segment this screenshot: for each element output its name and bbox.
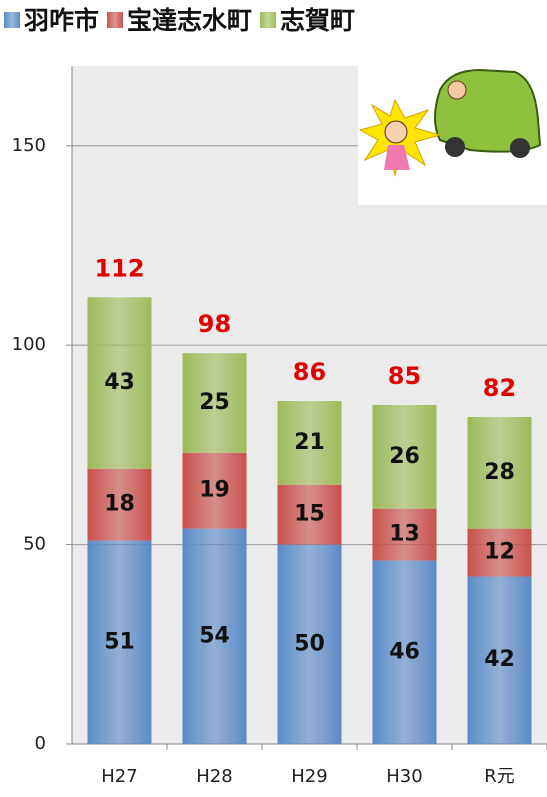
total-label: 85 [388,362,421,390]
value-label: 25 [199,390,230,415]
total-label: 82 [483,374,516,402]
value-label: 13 [389,522,420,547]
x-tick-label: R元 [484,766,515,787]
legend-label: 羽咋市 [24,6,99,35]
x-tick-label: H29 [291,766,327,787]
x-tick-label: H28 [196,766,232,787]
x-tick-label: H27 [101,766,137,787]
value-label: 54 [199,623,230,648]
value-label: 15 [294,502,325,527]
legend-swatch [107,12,123,28]
value-label: 42 [484,647,515,672]
legend-label: 宝達志水町 [127,6,252,35]
y-tick-label: 50 [23,534,46,555]
child [385,121,407,143]
y-tick-label: 150 [12,135,46,156]
y-tick-label: 0 [35,733,46,754]
legend-swatch [260,12,276,28]
car-wheel [445,137,465,157]
value-label: 21 [294,430,325,455]
value-label: 46 [389,639,420,664]
illustration [358,66,547,205]
value-label: 43 [104,370,135,395]
legend-label: 志賀町 [280,6,355,35]
total-label: 86 [293,358,326,386]
page: 0 50 100 150 51 18 43 112 H27 54 19 25 98 H28 50 15 21 86… [0,0,547,797]
value-label: 28 [484,460,515,485]
car-wheel [510,138,530,158]
driver [448,81,466,99]
value-label: 18 [104,492,135,517]
total-label: 98 [198,310,231,338]
value-label: 50 [294,631,325,656]
value-label: 26 [389,444,420,469]
total-label: 112 [94,254,144,282]
value-label: 12 [484,540,515,565]
y-tick-label: 100 [12,334,46,355]
value-label: 51 [104,629,135,654]
chart: 0 50 100 150 51 18 43 112 H27 54 19 25 98 H28 50 15 21 86… [0,0,547,793]
x-tick-label: H30 [386,766,422,787]
legend-swatch [4,12,20,28]
value-label: 19 [199,478,230,503]
